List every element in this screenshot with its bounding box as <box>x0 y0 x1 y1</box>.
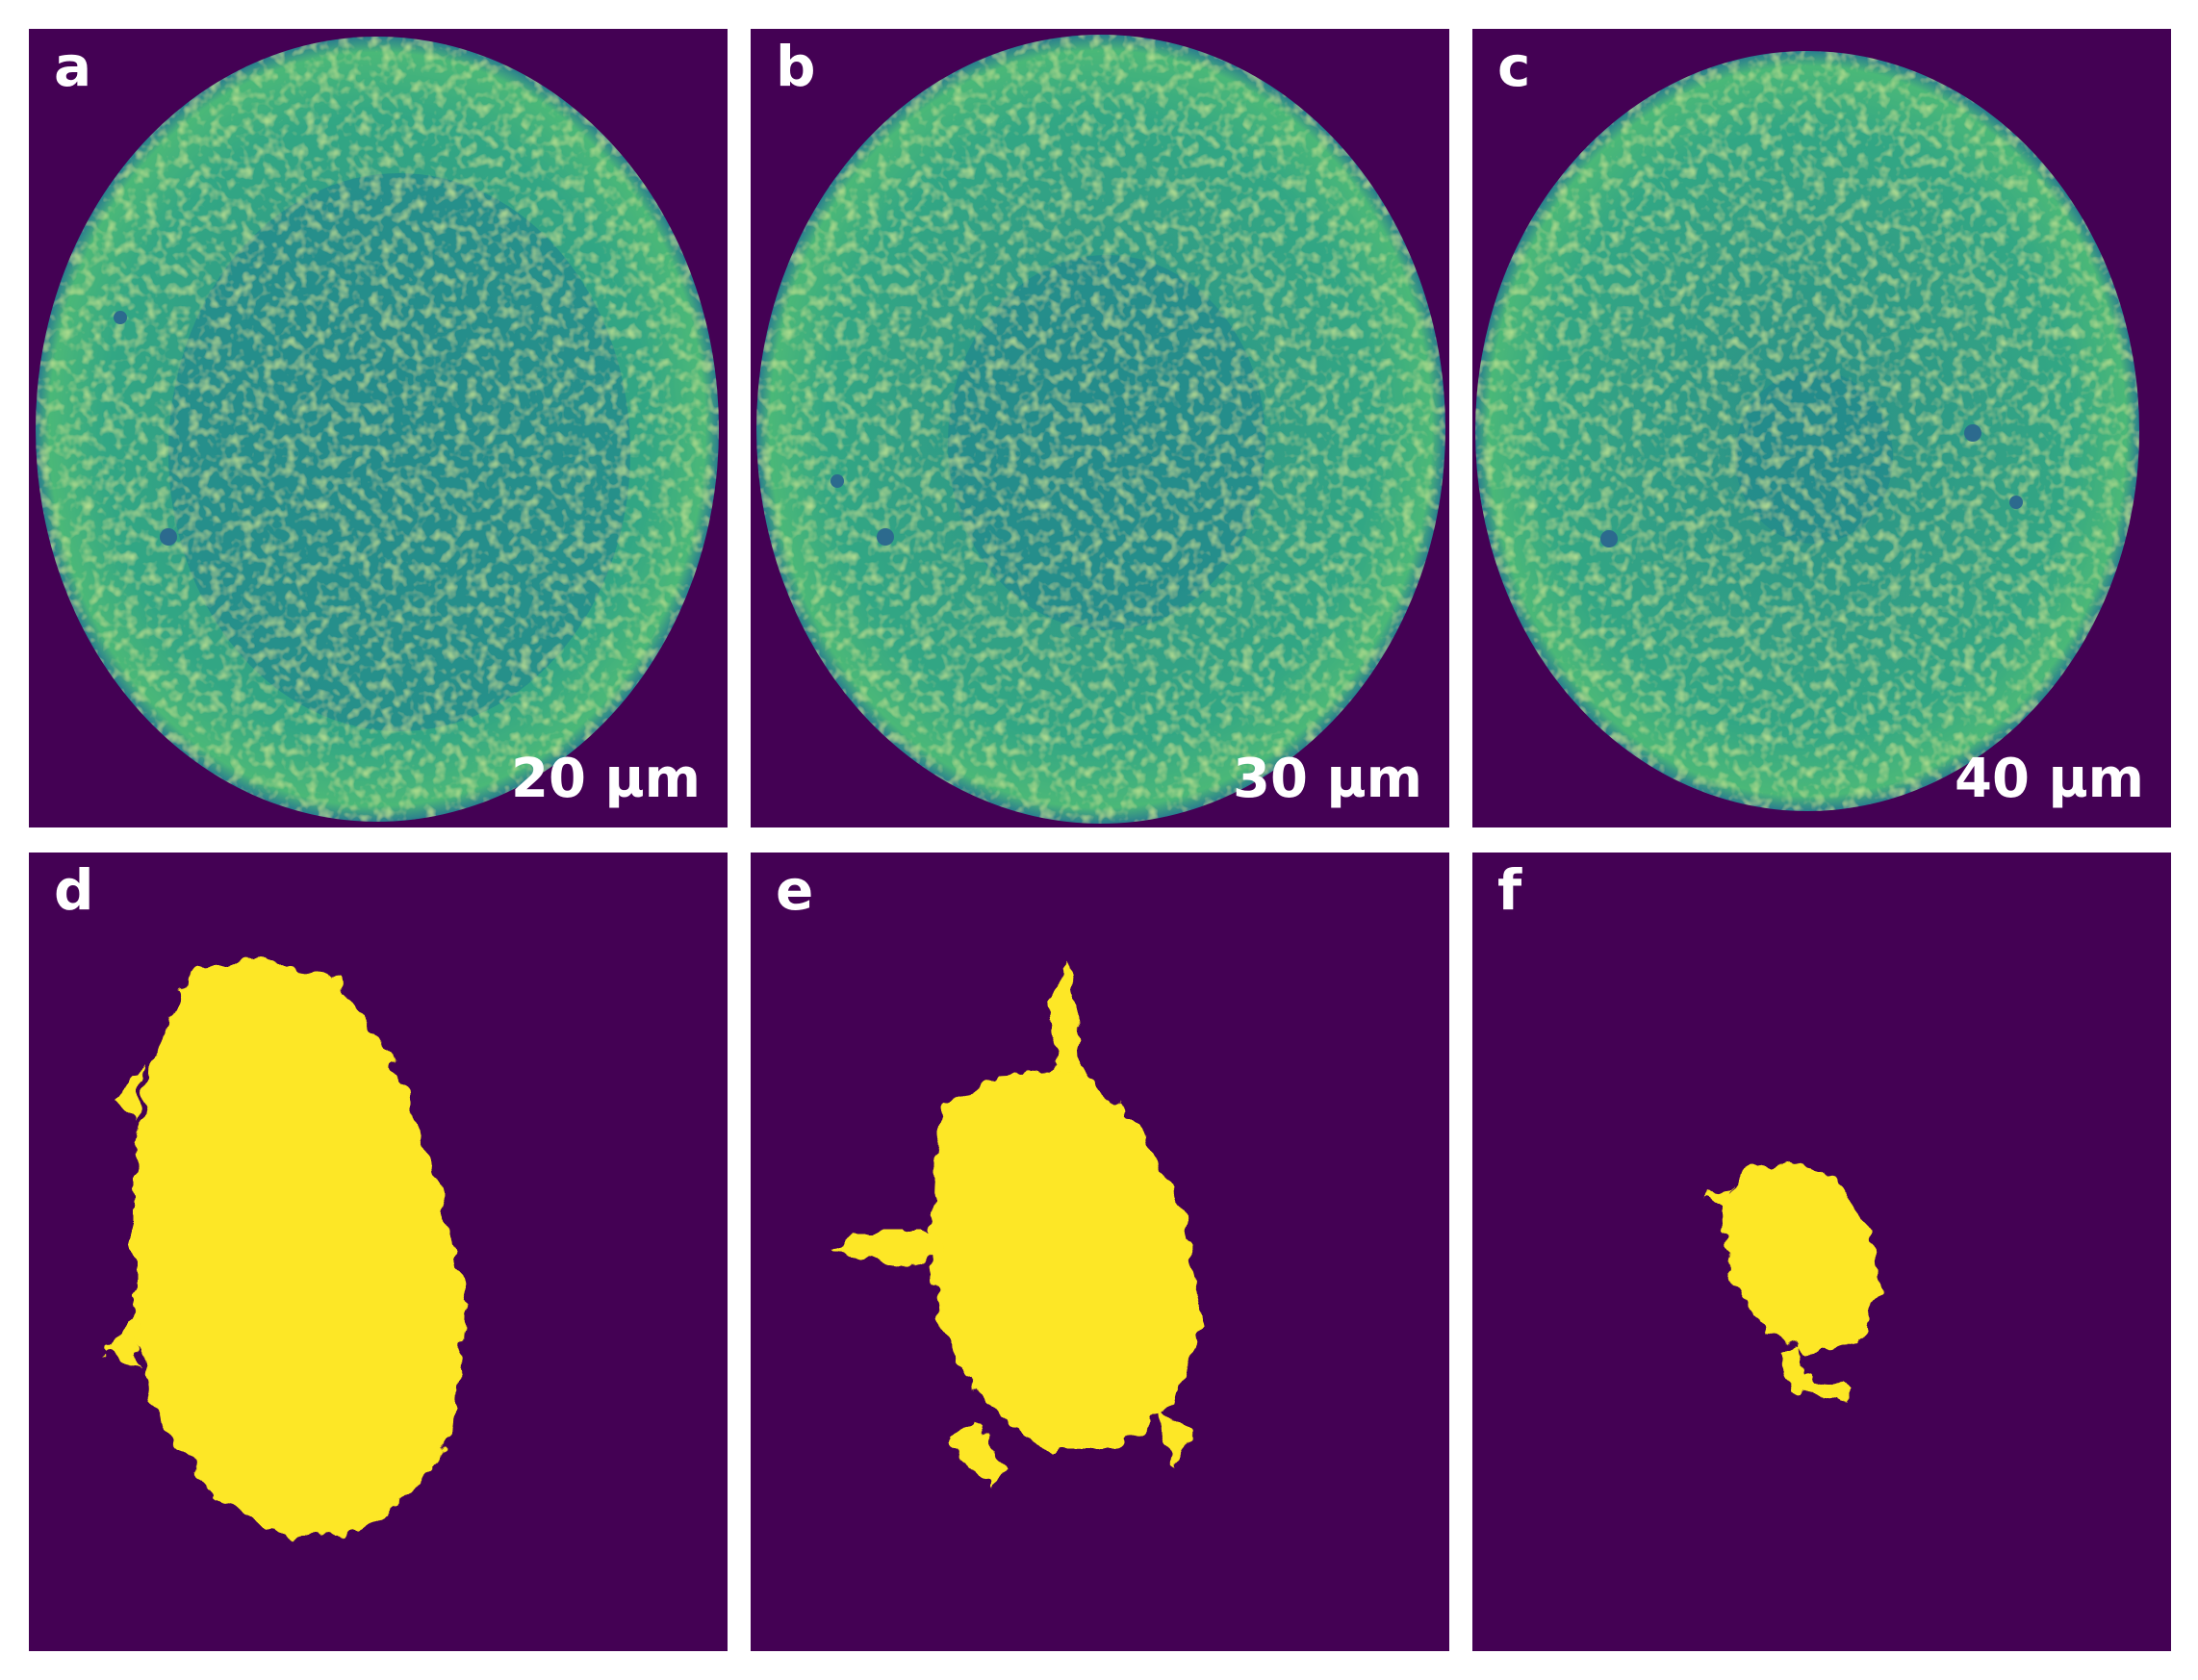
mask-protrusion <box>953 1415 1010 1488</box>
dark-spot <box>1600 530 1618 547</box>
mask-protrusion <box>832 1233 943 1266</box>
dark-spot <box>160 528 177 546</box>
panel-e: e <box>751 853 1449 1651</box>
segmentation-mask <box>1723 1160 1881 1353</box>
dark-spot <box>114 311 127 324</box>
scale-label: 30 µm <box>1233 748 1422 810</box>
panel-label: d <box>54 857 94 923</box>
mask-protrusion <box>115 1064 144 1122</box>
mask-protrusion <box>1703 1184 1732 1213</box>
inner-region <box>1735 370 1893 544</box>
panel-label: b <box>776 34 816 99</box>
panel-d: d <box>29 853 728 1651</box>
dark-spot <box>2009 496 2023 509</box>
panel-e-image <box>832 958 1203 1488</box>
scale-label: 40 µm <box>1955 748 2144 810</box>
mask-protrusion <box>1155 1411 1193 1468</box>
panel-a-image <box>36 37 719 822</box>
inner-region <box>948 255 1265 630</box>
panel-c-image <box>1475 51 2139 811</box>
panel-label: f <box>1497 857 1522 923</box>
mask-protrusion <box>1049 958 1083 1076</box>
dark-spot <box>877 528 894 546</box>
dark-spot <box>831 474 844 488</box>
panel-d-image <box>106 958 467 1540</box>
dark-spot <box>1964 424 1981 442</box>
mask-protrusion <box>106 1305 140 1372</box>
segmentation-mask <box>135 958 467 1540</box>
panel-label: e <box>776 857 814 923</box>
panel-b: b 30 µm <box>751 29 1449 827</box>
panel-label: a <box>54 34 92 99</box>
inner-region <box>168 173 630 731</box>
panel-a: a 20 µm <box>29 29 728 827</box>
panel-f: f <box>1472 853 2171 1651</box>
segmentation-mask <box>929 1069 1203 1449</box>
panel-b-image <box>756 35 1445 824</box>
panel-f-image <box>1703 1160 1881 1401</box>
mask-protrusion <box>1780 1348 1853 1401</box>
panel-label: c <box>1497 34 1531 99</box>
scale-label: 20 µm <box>511 748 701 810</box>
panel-c: c 40 µm <box>1472 29 2171 827</box>
